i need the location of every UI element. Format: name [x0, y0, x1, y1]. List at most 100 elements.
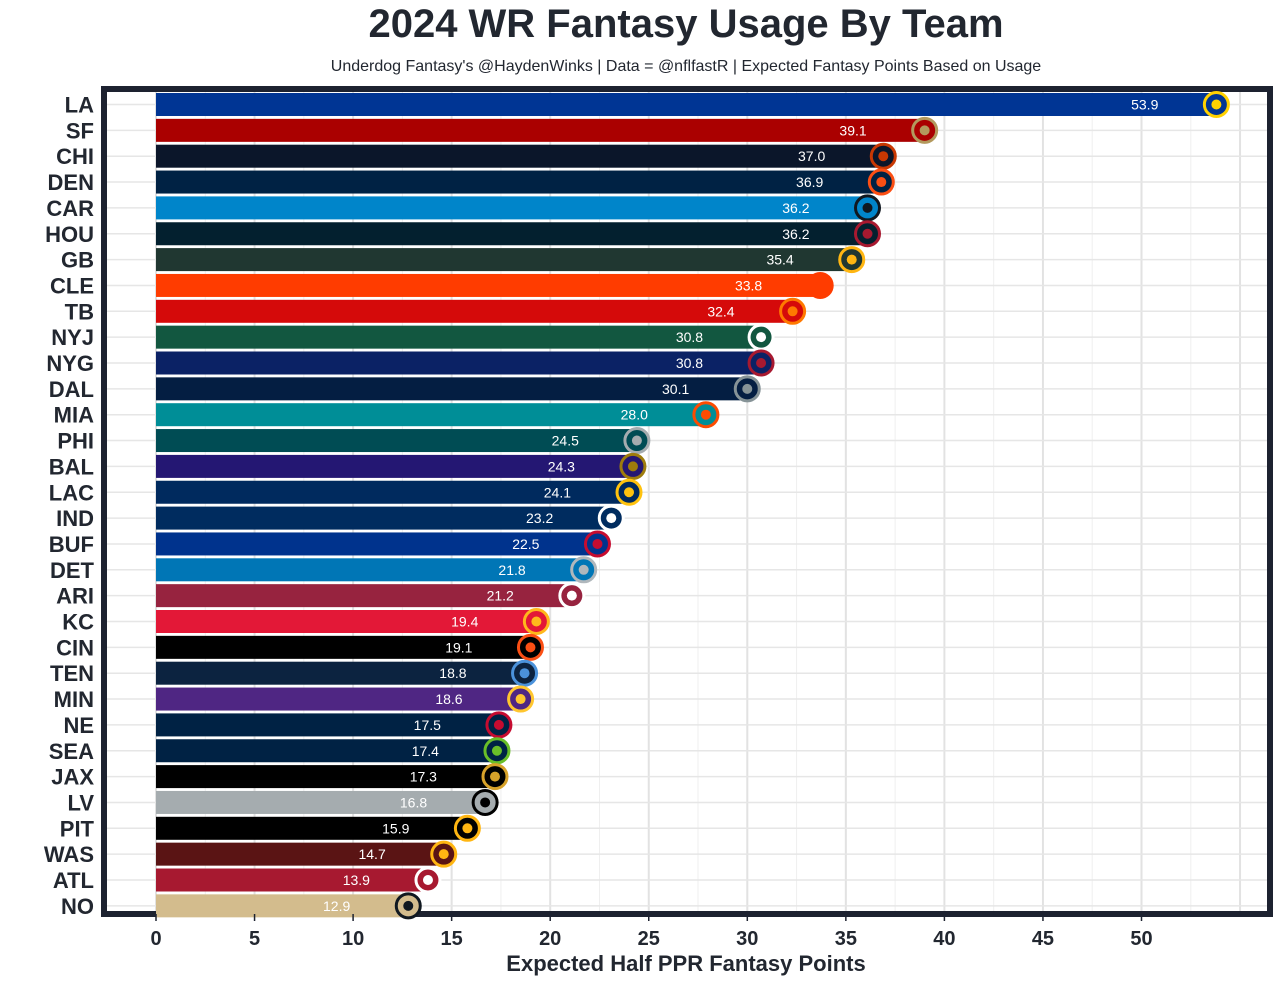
bar-la — [156, 93, 1219, 116]
y-tick-label-den: DEN — [48, 170, 94, 195]
value-label-jax: 17.3 — [410, 769, 437, 785]
team-logo-nyg-icon — [747, 349, 775, 377]
y-tick-label-la: LA — [65, 93, 94, 118]
y-tick-label-lac: LAC — [49, 480, 94, 505]
chart-title: 2024 WR Fantasy Usage By Team — [368, 2, 1004, 46]
bar-nyg — [156, 351, 764, 375]
x-tick-label: 20 — [539, 928, 561, 950]
value-label-pit: 15.9 — [382, 820, 409, 836]
team-logo-lac-icon — [615, 478, 643, 506]
x-axis-label: Expected Half PPR Fantasy Points — [506, 951, 866, 976]
y-tick-label-nyg: NYG — [46, 351, 94, 376]
team-logo-chi-icon — [869, 142, 897, 170]
x-tick-labels: 0 5 10 15 20 25 30 35 40 45 50 — [150, 914, 1153, 950]
bar-det — [156, 558, 586, 582]
team-logo-ne-icon — [485, 711, 513, 739]
bar-hou — [156, 222, 870, 246]
team-logo-ind-icon — [597, 504, 625, 532]
team-logo-ten-icon — [511, 659, 539, 687]
chart-subtitle: Underdog Fantasy's @HaydenWinks | Data =… — [330, 58, 1042, 75]
value-label-la: 53.9 — [1131, 97, 1158, 113]
value-label-hou: 36.2 — [782, 226, 809, 242]
team-logo-hou-icon — [854, 220, 882, 248]
value-label-tb: 32.4 — [707, 303, 734, 319]
team-logo-gb-icon — [838, 246, 866, 274]
y-tick-label-chi: CHI — [56, 144, 94, 169]
bar-jax — [156, 765, 497, 789]
value-label-bal: 24.3 — [548, 458, 575, 474]
team-logo-was-icon — [430, 840, 458, 868]
team-logo-jax-icon — [481, 763, 509, 791]
bar-dal — [156, 377, 750, 401]
value-label-min: 18.6 — [435, 691, 462, 707]
x-tick-label: 35 — [835, 928, 857, 950]
team-logo-car-icon — [854, 194, 882, 222]
team-logo-det-icon — [570, 556, 598, 584]
y-tick-label-phi: PHI — [57, 429, 94, 454]
team-logo-lv-icon — [471, 788, 499, 816]
team-logo-tb-icon — [779, 297, 807, 325]
team-logo-cle-icon — [806, 271, 834, 299]
bar-no — [156, 894, 411, 918]
x-tick-label: 5 — [249, 928, 260, 950]
value-label-dal: 30.1 — [662, 381, 689, 397]
bar-was — [156, 842, 446, 866]
value-label-cle: 33.8 — [735, 277, 762, 293]
value-label-mia: 28.0 — [621, 407, 648, 423]
value-label-sf: 39.1 — [839, 122, 866, 138]
bar-car — [156, 196, 870, 220]
bars — [156, 93, 1219, 918]
bar-mia — [156, 403, 708, 427]
bar-ind — [156, 506, 614, 530]
bar-sea — [156, 739, 499, 763]
y-tick-label-det: DET — [50, 558, 95, 583]
y-tick-label-tb: TB — [65, 299, 94, 324]
x-tick-label: 45 — [1032, 928, 1054, 950]
y-tick-label-ne: NE — [63, 713, 94, 738]
bar-sf — [156, 118, 927, 142]
team-logo-nyj-icon — [747, 323, 775, 351]
value-label-atl: 13.9 — [343, 872, 370, 888]
value-label-gb: 35.4 — [766, 252, 793, 268]
value-label-kc: 19.4 — [451, 614, 478, 630]
y-tick-label-atl: ATL — [53, 868, 94, 893]
x-tick-label: 50 — [1130, 928, 1152, 950]
value-label-lac: 24.1 — [544, 484, 571, 500]
team-logo-phi-icon — [623, 427, 651, 455]
team-logo-mia-icon — [692, 401, 720, 429]
value-label-ari: 21.2 — [487, 588, 514, 604]
bar-phi — [156, 429, 639, 453]
bar-gb — [156, 248, 854, 272]
value-label-ind: 23.2 — [526, 510, 553, 526]
team-logo-atl-icon — [414, 866, 442, 894]
bar-den — [156, 170, 884, 194]
value-label-no: 12.9 — [323, 898, 350, 914]
x-tick-label: 10 — [342, 928, 364, 950]
bar-buf — [156, 532, 600, 556]
y-tick-label-buf: BUF — [49, 532, 94, 557]
bar-kc — [156, 610, 539, 633]
value-label-was: 14.7 — [358, 846, 385, 862]
bar-cin — [156, 635, 533, 659]
y-tick-label-ten: TEN — [50, 661, 94, 686]
y-tick-labels: LASFCHIDENCARHOUGBCLETBNYJNYGDALMIAPHIBA… — [44, 93, 95, 919]
y-tick-label-kc: KC — [62, 610, 94, 635]
value-label-nyj: 30.8 — [676, 329, 703, 345]
team-logo-sf-icon — [911, 116, 939, 144]
value-label-nyg: 30.8 — [676, 355, 703, 371]
value-label-ne: 17.5 — [414, 717, 441, 733]
team-logo-sea-icon — [483, 737, 511, 765]
team-logos — [394, 91, 1230, 920]
y-tick-label-sf: SF — [66, 118, 94, 143]
y-tick-label-pit: PIT — [60, 816, 95, 841]
y-tick-label-dal: DAL — [49, 377, 94, 402]
team-logo-no-icon — [394, 892, 422, 920]
value-label-lv: 16.8 — [400, 794, 427, 810]
value-label-det: 21.8 — [498, 562, 525, 578]
value-label-chi: 37.0 — [798, 148, 825, 164]
bar-bal — [156, 454, 635, 478]
team-logo-cin-icon — [516, 633, 544, 661]
y-tick-label-nyj: NYJ — [51, 325, 94, 350]
team-logo-buf-icon — [583, 530, 611, 558]
y-tick-label-jax: JAX — [51, 765, 94, 790]
